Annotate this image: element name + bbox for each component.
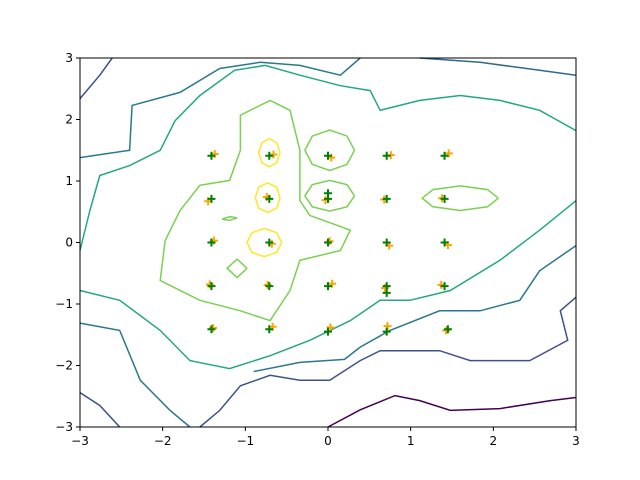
scatter-point	[324, 151, 332, 160]
contour-line	[221, 215, 238, 222]
scatter-point	[209, 323, 218, 332]
scatter-point	[207, 151, 216, 160]
contour-line	[159, 99, 352, 322]
scatter-point	[265, 194, 274, 203]
scatter-point	[382, 282, 391, 291]
contour-line	[79, 322, 191, 428]
contour-line	[225, 258, 248, 279]
y-tick-label: 2	[65, 113, 73, 127]
scatter-point	[325, 237, 334, 246]
y-tick-label: 0	[65, 236, 73, 250]
y-tick-label: −3	[55, 420, 73, 434]
contour-line	[303, 179, 356, 212]
scatter-point	[324, 282, 332, 291]
scatter-point	[207, 194, 216, 203]
scatter-point	[442, 326, 451, 335]
contour-line	[79, 64, 577, 251]
scatter-point	[207, 238, 216, 247]
scatter-point	[440, 238, 449, 247]
contour-line	[199, 296, 577, 428]
contour-line	[257, 137, 281, 168]
scatter-point	[326, 323, 335, 332]
contour-line	[327, 394, 577, 428]
scatter-point	[265, 238, 274, 247]
scatter-point	[269, 150, 278, 159]
scatter-point	[265, 325, 274, 334]
scatter-point	[440, 282, 449, 291]
x-tick-label: −2	[154, 434, 172, 448]
scatter-point	[324, 189, 332, 198]
scatter-point	[265, 151, 274, 160]
x-tick-label: 0	[324, 434, 332, 448]
contour-line	[79, 57, 113, 100]
scatter-point	[382, 288, 391, 297]
y-tick-label: 1	[65, 174, 73, 188]
scatter-point	[324, 327, 332, 336]
contour-line	[253, 244, 577, 373]
scatter-point	[443, 325, 452, 334]
contour-line	[304, 129, 356, 172]
scatter-point	[263, 280, 272, 289]
x-tick-label: 3	[572, 434, 580, 448]
scatter-point	[328, 279, 337, 288]
scatter-point	[444, 149, 453, 158]
x-tick-label: −1	[236, 434, 254, 448]
contour-line	[420, 185, 499, 212]
contour-line	[419, 57, 577, 76]
contour-line	[79, 391, 121, 428]
contour-line	[254, 181, 281, 214]
scatter-point	[382, 238, 391, 247]
plot-frame	[79, 57, 577, 428]
y-tick-label: −2	[55, 359, 73, 373]
x-tick-label: 1	[407, 434, 415, 448]
contour-line	[246, 227, 283, 258]
y-tick-label: 3	[65, 51, 73, 65]
x-tick-label: 2	[490, 434, 498, 448]
scatter-point	[207, 325, 216, 334]
contour-line	[79, 57, 361, 159]
scatter-point	[207, 282, 216, 291]
scatter-point	[324, 238, 332, 247]
scatter-point	[382, 151, 391, 160]
y-tick-label: −1	[55, 297, 73, 311]
scatter-point	[382, 194, 391, 203]
scatter-point	[440, 151, 449, 160]
scatter-point	[265, 282, 274, 291]
scatter-point	[440, 194, 449, 203]
scatter-point	[382, 327, 391, 336]
x-tick-label: −3	[71, 434, 89, 448]
